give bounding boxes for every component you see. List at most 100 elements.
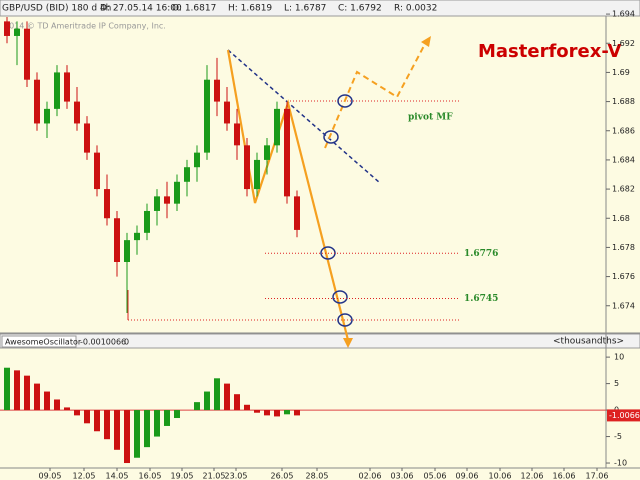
x-tick-label: 26.05: [271, 472, 294, 480]
x-tick-label: 21.05: [203, 472, 226, 480]
x-tick-label: 12.05: [73, 472, 96, 480]
marker-circle: [337, 94, 353, 108]
projection-path: [324, 41, 427, 149]
marker-circle: [323, 130, 339, 144]
candle-body: [254, 159, 260, 190]
candle-body: [214, 79, 220, 102]
level-label: 1.6745: [464, 294, 498, 304]
osc-bar: [144, 410, 150, 448]
candle-body: [274, 108, 280, 146]
arrowhead: [343, 338, 353, 348]
osc-name-box: [1, 335, 77, 348]
y-tick-label: 1.676: [612, 272, 635, 281]
y-tick-label: 1.688: [612, 97, 635, 106]
osc-reading: -0.0010066: [80, 338, 126, 347]
candle-body: [154, 196, 160, 211]
x-tick-label: 23.05: [225, 472, 248, 480]
osc-bar: [124, 410, 130, 464]
osc-bar: [224, 383, 230, 411]
x-tick-label: 03.06: [391, 472, 414, 480]
y-tick-label: -5: [614, 432, 622, 441]
osc-bar: [94, 410, 100, 432]
marker-circle: [332, 290, 348, 304]
osc-bar: [204, 391, 210, 411]
x-tick-label: 17.06: [586, 472, 609, 480]
osc-bar: [214, 378, 220, 411]
candle-body: [64, 72, 70, 102]
x-tick-label: 09.06: [456, 472, 479, 480]
marker-circle: [337, 313, 353, 327]
candle-body: [94, 152, 100, 190]
x-tick-label: 19.05: [171, 472, 194, 480]
level-label: 1.6776: [464, 249, 498, 259]
osc-bar: [254, 410, 260, 413]
osc-bar: [274, 410, 280, 417]
osc-bar: [44, 391, 50, 411]
arrowhead: [421, 36, 431, 47]
osc-bar: [24, 375, 30, 411]
candle-body: [234, 123, 240, 146]
y-tick-label: 1.692: [612, 39, 635, 48]
drawings: [127, 36, 460, 348]
candle-body: [244, 145, 250, 190]
watermark: 2014 © TD Ameritrade IP Company, Inc.: [4, 22, 166, 31]
osc-units: <thousandths>: [553, 337, 624, 347]
header-bar: [0, 0, 640, 17]
x-tick-label: 02.06: [359, 472, 382, 480]
osc-bar: [134, 410, 140, 458]
header-field: O: 1.6817: [172, 4, 216, 14]
candle-body: [144, 210, 150, 233]
osc-header-bar: [0, 333, 640, 349]
wave-path: [226, 49, 350, 341]
candle-body: [294, 196, 300, 230]
y-tick-label: 1.684: [612, 155, 635, 164]
y-tick-label: 1.686: [612, 126, 635, 135]
candle-body: [194, 152, 200, 168]
y-tick-label: -10: [614, 459, 627, 468]
osc-bar: [234, 394, 240, 411]
osc-bar: [74, 410, 80, 416]
osc-bar: [14, 370, 20, 411]
candle-body: [164, 196, 170, 204]
osc-bar: [264, 410, 270, 416]
osc-bar: [244, 404, 250, 411]
osc-bar: [174, 410, 180, 419]
x-tick-label: 28.05: [306, 472, 329, 480]
y-tick-label: 1.69: [612, 68, 630, 77]
header-field: R: 0.0032: [394, 4, 437, 14]
osc-bar: [194, 402, 200, 411]
x-tick-label: 10.06: [489, 472, 512, 480]
osc-bar: [84, 410, 90, 424]
y-tick-label: 1.694: [612, 10, 635, 19]
header-field: L: 1.6787: [284, 4, 326, 14]
osc-name: AwesomeOscillator: [5, 338, 82, 347]
osc-bar: [104, 410, 110, 440]
candle-body: [184, 167, 190, 182]
header-field: H: 1.6819: [228, 4, 272, 14]
x-tick-label: 16.05: [139, 472, 162, 480]
candle-body: [44, 108, 50, 124]
y-tick-label: 5: [614, 379, 619, 388]
x-tick-label: 09.05: [39, 472, 62, 480]
header-field: C: 1.6792: [338, 4, 382, 14]
osc-bar: [4, 367, 10, 411]
candle-body: [14, 28, 20, 36]
y-tick-label: 1.674: [612, 301, 635, 310]
osc-bar: [284, 410, 290, 415]
candle-body: [124, 240, 130, 262]
osc-bar: [54, 399, 60, 411]
candle-body: [84, 123, 90, 153]
candle-body: [264, 145, 270, 160]
current-value: -1.0066: [609, 411, 640, 420]
candle-body: [74, 101, 80, 124]
candle-body: [24, 28, 30, 80]
header-field: D: 27.05.14 16:00: [100, 4, 182, 14]
candle-body: [54, 72, 60, 109]
chart-title: Masterforex-V: [478, 41, 622, 62]
pivot-label: pivot MF: [408, 113, 453, 123]
osc-bar: [294, 410, 300, 416]
candle-body: [4, 21, 10, 36]
osc-bar: [34, 383, 40, 411]
